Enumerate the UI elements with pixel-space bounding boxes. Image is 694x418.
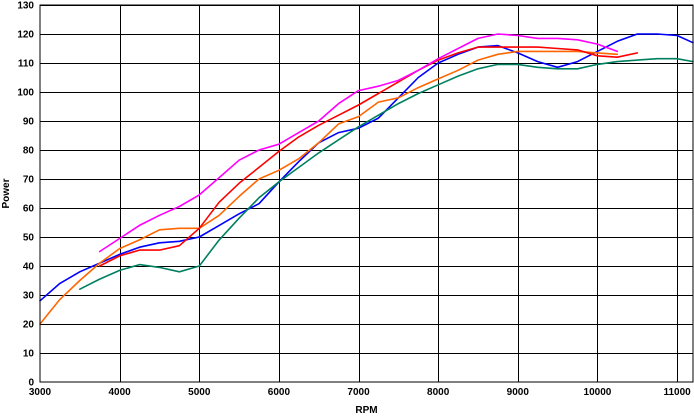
y-tick-label: 40 [23,262,35,273]
series-line-4 [98,33,619,253]
series-lines [39,33,694,325]
x-axis-label: RPM [355,405,377,416]
y-tick-label: 70 [23,175,35,186]
y-tick-label: 60 [23,204,35,215]
series-line-2 [39,50,619,325]
y-tick-label: 120 [17,30,34,41]
y-tick-label: 130 [17,1,34,12]
x-tick-label: 4000 [109,387,132,398]
y-tick-label: 20 [23,320,35,331]
series-line-1 [39,33,694,302]
y-tick-label: 80 [23,146,35,157]
x-tick-label: 10000 [584,387,612,398]
x-tick-label: 7000 [347,387,370,398]
tick-labels: 3000 4000 5000 6000 7000 8000 9000 10000 11000 0 1… [17,1,691,399]
x-tick-label: 5000 [188,387,211,398]
y-tick-label: 50 [23,233,35,244]
y-axis-label: Power [1,178,12,208]
y-tick-label: 90 [23,117,35,128]
y-tick-label: 10 [23,349,35,360]
x-tick-label: 8000 [427,387,450,398]
y-tick-label: 30 [23,291,35,302]
y-tick-label: 110 [18,59,35,70]
x-tick-label: 11000 [663,387,691,398]
y-tick-label: 0 [28,378,34,389]
plot-frame [39,4,694,383]
x-tick-label: 6000 [268,387,291,398]
y-tick-label: 100 [17,88,34,99]
grid-lines [40,5,693,382]
series-line-5 [79,57,694,291]
x-tick-label: 3000 [29,387,52,398]
x-tick-label: 9000 [507,387,530,398]
series-line-3 [98,46,639,267]
